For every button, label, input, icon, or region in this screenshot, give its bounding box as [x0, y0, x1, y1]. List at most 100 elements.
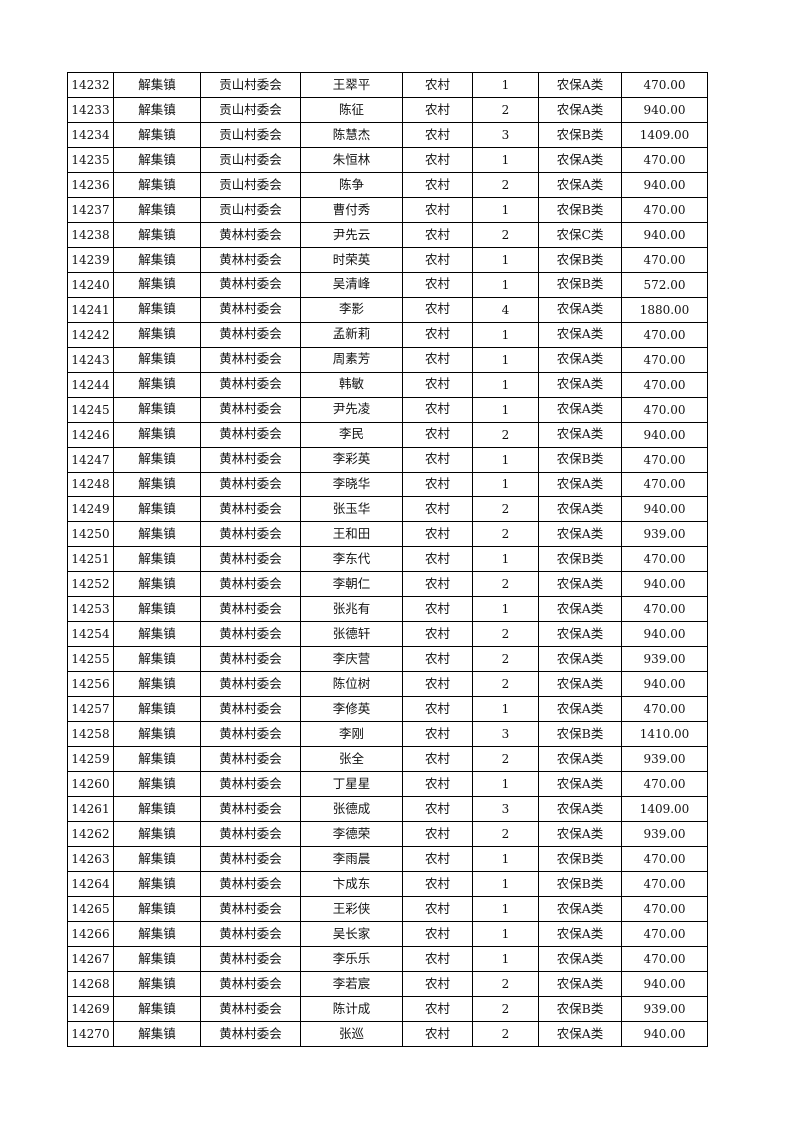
- area-type-cell: 农村: [402, 221, 473, 248]
- category-cell: 农保A类: [538, 171, 622, 198]
- amount-cell: 940.00: [621, 171, 708, 198]
- category-cell: 农保A类: [538, 945, 622, 972]
- village-cell: 黄林村委会: [200, 521, 301, 548]
- count-cell: 4: [472, 296, 539, 323]
- count-cell: 2: [472, 821, 539, 848]
- count-cell: 1: [472, 371, 539, 398]
- category-cell: 农保A类: [538, 371, 622, 398]
- amount-cell: 470.00: [621, 196, 708, 223]
- area-type-cell: 农村: [402, 321, 473, 348]
- name-cell: 李东代: [300, 546, 403, 573]
- table-row: 14243 解集镇 黄林村委会 周素芳 农村 1 农保A类 470.00: [67, 346, 708, 373]
- category-cell: 农保A类: [538, 421, 622, 448]
- town-cell: 解集镇: [113, 646, 201, 673]
- amount-cell: 470.00: [621, 596, 708, 623]
- table-row: 14260 解集镇 黄林村委会 丁星星 农村 1 农保A类 470.00: [67, 771, 708, 798]
- count-cell: 2: [472, 221, 539, 248]
- amount-cell: 470.00: [621, 696, 708, 723]
- data-table: 14232 解集镇 贡山村委会 王翠平 农村 1 农保A类 470.00 14233 解集镇 贡山村…: [67, 72, 708, 1047]
- id-cell: 14266: [67, 920, 114, 947]
- category-cell: 农保B类: [538, 871, 622, 897]
- id-cell: 14235: [67, 146, 114, 173]
- count-cell: 1: [472, 321, 539, 348]
- town-cell: 解集镇: [113, 546, 201, 573]
- count-cell: 1: [472, 771, 539, 798]
- area-type-cell: 农村: [402, 821, 473, 848]
- village-cell: 黄林村委会: [200, 746, 301, 773]
- amount-cell: 470.00: [621, 546, 708, 573]
- category-cell: 农保A类: [538, 471, 622, 498]
- amount-cell: 939.00: [621, 995, 708, 1022]
- name-cell: 周素芳: [300, 346, 403, 373]
- category-cell: 农保A类: [538, 796, 622, 823]
- area-type-cell: 农村: [402, 696, 473, 723]
- id-cell: 14251: [67, 546, 114, 573]
- name-cell: 王翠平: [300, 72, 403, 98]
- village-cell: 黄林村委会: [200, 646, 301, 673]
- count-cell: 1: [472, 446, 539, 473]
- town-cell: 解集镇: [113, 1020, 201, 1047]
- town-cell: 解集镇: [113, 346, 201, 373]
- category-cell: 农保B类: [538, 246, 622, 273]
- table-row: 14237 解集镇 贡山村委会 曹付秀 农村 1 农保B类 470.00: [67, 196, 708, 223]
- amount-cell: 1409.00: [621, 796, 708, 823]
- town-cell: 解集镇: [113, 146, 201, 173]
- amount-cell: 470.00: [621, 346, 708, 373]
- count-cell: 2: [472, 671, 539, 698]
- amount-cell: 572.00: [621, 271, 708, 298]
- id-cell: 14257: [67, 696, 114, 723]
- count-cell: 2: [472, 646, 539, 673]
- name-cell: 张兆有: [300, 596, 403, 623]
- town-cell: 解集镇: [113, 171, 201, 198]
- town-cell: 解集镇: [113, 671, 201, 698]
- id-cell: 14243: [67, 346, 114, 373]
- town-cell: 解集镇: [113, 96, 201, 123]
- name-cell: 张玉华: [300, 496, 403, 523]
- area-type-cell: 农村: [402, 346, 473, 373]
- amount-cell: 939.00: [621, 646, 708, 673]
- category-cell: 农保A类: [538, 970, 622, 997]
- category-cell: 农保A类: [538, 746, 622, 773]
- area-type-cell: 农村: [402, 471, 473, 498]
- town-cell: 解集镇: [113, 621, 201, 648]
- village-cell: 黄林村委会: [200, 421, 301, 448]
- area-type-cell: 农村: [402, 920, 473, 947]
- name-cell: 李乐乐: [300, 945, 403, 972]
- town-cell: 解集镇: [113, 895, 201, 922]
- town-cell: 解集镇: [113, 246, 201, 273]
- table-row: 14242 解集镇 黄林村委会 孟新莉 农村 1 农保A类 470.00: [67, 321, 708, 348]
- amount-cell: 940.00: [621, 621, 708, 648]
- name-cell: 陈计成: [300, 995, 403, 1022]
- area-type-cell: 农村: [402, 895, 473, 922]
- area-type-cell: 农村: [402, 621, 473, 648]
- table-row: 14262 解集镇 黄林村委会 李德荣 农村 2 农保A类 939.00: [67, 821, 708, 848]
- table-row: 14267 解集镇 黄林村委会 李乐乐 农村 1 农保A类 470.00: [67, 945, 708, 972]
- village-cell: 黄林村委会: [200, 771, 301, 798]
- id-cell: 14238: [67, 221, 114, 248]
- count-cell: 1: [472, 696, 539, 723]
- village-cell: 黄林村委会: [200, 796, 301, 823]
- amount-cell: 470.00: [621, 771, 708, 798]
- village-cell: 黄林村委会: [200, 571, 301, 598]
- area-type-cell: 农村: [402, 171, 473, 198]
- amount-cell: 1880.00: [621, 296, 708, 323]
- count-cell: 2: [472, 496, 539, 523]
- area-type-cell: 农村: [402, 196, 473, 223]
- table-row: 14264 解集镇 黄林村委会 卞成东 农村 1 农保B类 470.00: [67, 871, 708, 897]
- area-type-cell: 农村: [402, 945, 473, 972]
- category-cell: 农保C类: [538, 221, 622, 248]
- id-cell: 14268: [67, 970, 114, 997]
- village-cell: 黄林村委会: [200, 346, 301, 373]
- area-type-cell: 农村: [402, 746, 473, 773]
- table-row: 14261 解集镇 黄林村委会 张德成 农村 3 农保A类 1409.00: [67, 796, 708, 823]
- amount-cell: 470.00: [621, 321, 708, 348]
- area-type-cell: 农村: [402, 1020, 473, 1047]
- id-cell: 14263: [67, 846, 114, 872]
- count-cell: 3: [472, 796, 539, 823]
- category-cell: 农保B类: [538, 446, 622, 473]
- town-cell: 解集镇: [113, 521, 201, 548]
- count-cell: 3: [472, 121, 539, 148]
- category-cell: 农保B类: [538, 995, 622, 1022]
- area-type-cell: 农村: [402, 796, 473, 823]
- category-cell: 农保A类: [538, 96, 622, 123]
